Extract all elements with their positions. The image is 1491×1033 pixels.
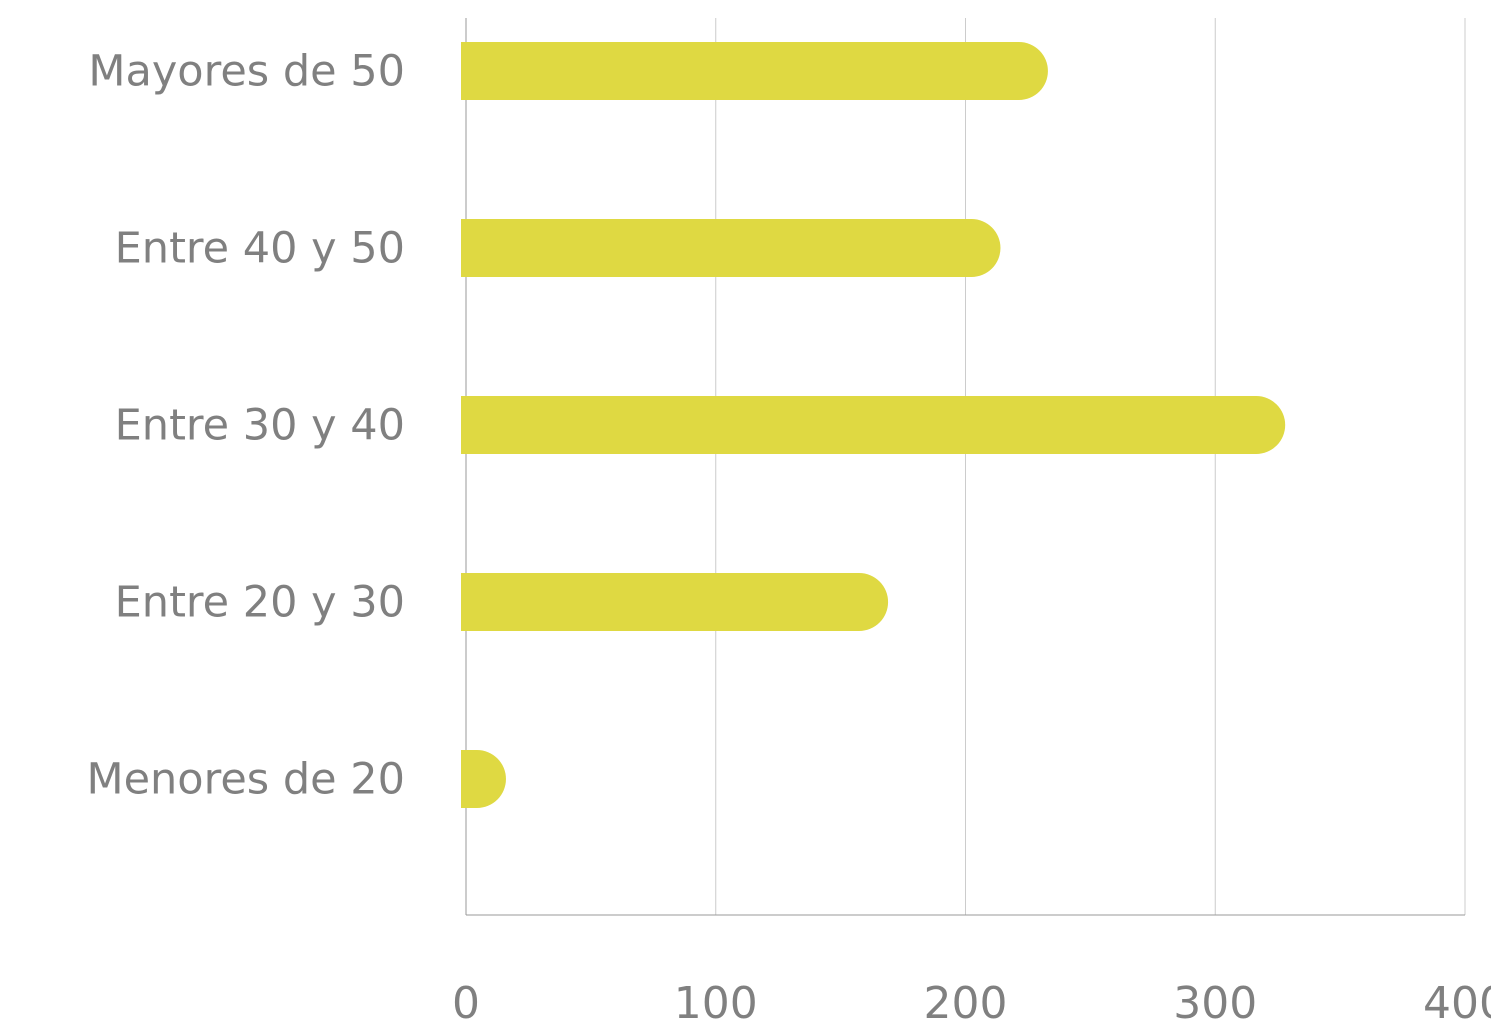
x-tick-label: 200: [924, 978, 1008, 1029]
y-tick-label: Entre 40 y 50: [115, 224, 405, 274]
bar: [461, 219, 1001, 277]
y-tick-label: Entre 30 y 40: [115, 401, 405, 451]
y-tick-label: Menores de 20: [86, 755, 405, 805]
x-tick-label: 0: [452, 978, 480, 1029]
bar: [461, 396, 1286, 454]
bar: [461, 750, 506, 808]
x-tick-label: 300: [1173, 978, 1257, 1029]
bar: [461, 42, 1048, 100]
x-tick-label: 400: [1423, 978, 1491, 1029]
y-tick-label: Mayores de 50: [88, 47, 405, 97]
y-tick-label: Entre 20 y 30: [115, 578, 405, 628]
x-tick-label: 100: [674, 978, 758, 1029]
bar: [461, 573, 889, 631]
